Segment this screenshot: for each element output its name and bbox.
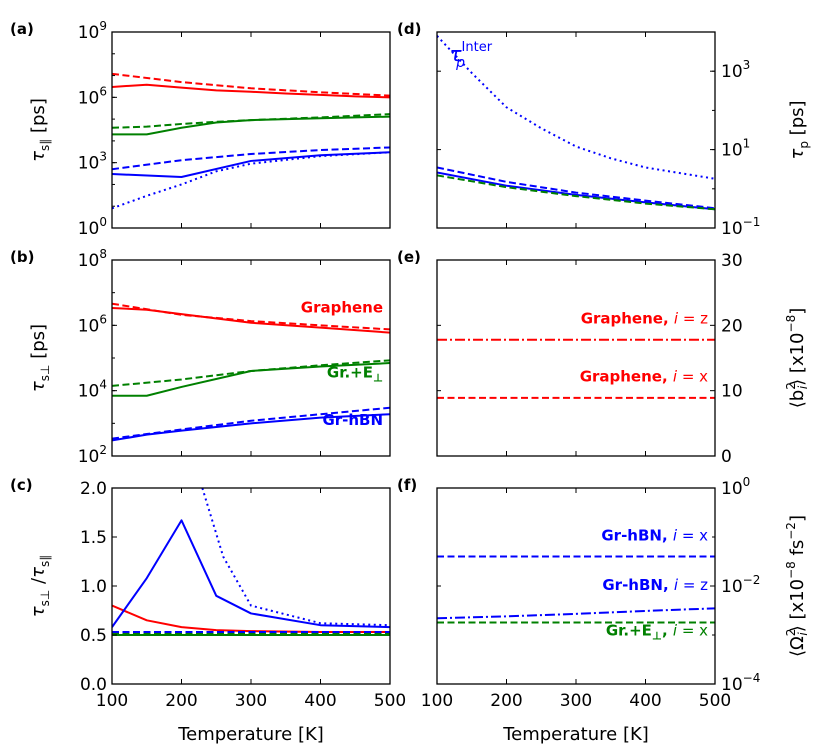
panel-label: (a) bbox=[10, 20, 34, 38]
annotation-label: Gr.+E⊥, i = x bbox=[606, 621, 708, 642]
series-line-red-solid bbox=[112, 83, 390, 99]
series-group bbox=[437, 338, 715, 399]
x-tick-label: 200 bbox=[490, 691, 522, 711]
panel-label: (b) bbox=[10, 248, 34, 266]
series-group bbox=[112, 302, 390, 442]
series-line-green-dashed bbox=[437, 174, 715, 211]
series-group bbox=[437, 555, 715, 624]
y-axis-label: τp [ps] bbox=[787, 100, 811, 159]
series-line-green-dashed bbox=[112, 113, 390, 129]
y-tick-label: 100 bbox=[721, 475, 750, 499]
series-line-blue-solid bbox=[112, 519, 390, 629]
y-tick-label: 1.5 bbox=[80, 528, 107, 548]
x-axis-label-right: Temperature [K] bbox=[502, 724, 649, 745]
y-tick-label: 10−2 bbox=[721, 573, 760, 597]
y-axis-label: ⟨b2i⟩ [x10−8] bbox=[784, 308, 810, 409]
series-group bbox=[437, 35, 715, 211]
series-line-blue-solid bbox=[112, 413, 390, 442]
annotation-label: Graphene, i = z bbox=[581, 309, 708, 327]
panel-b: 102 104 106 108 (b) τs⊥ [ps] Graphene Gr.+E⊥ Gr-… bbox=[10, 247, 391, 467]
y-tick-label: 101 bbox=[721, 137, 750, 161]
series-line-blue-solid bbox=[437, 171, 715, 211]
x-tick-label: 300 bbox=[560, 691, 592, 711]
axes-frame bbox=[436, 259, 716, 457]
y-tick-label: 2.0 bbox=[80, 479, 107, 499]
y-tick-label: 10 bbox=[721, 382, 743, 402]
series-line-red-dashed bbox=[112, 302, 390, 331]
series-line-blue-dashed bbox=[112, 146, 390, 171]
y-tick-label: 0.0 bbox=[80, 675, 107, 695]
y-tick-label: 106 bbox=[78, 312, 107, 336]
series-group bbox=[112, 72, 390, 210]
x-tick-label: 400 bbox=[629, 691, 661, 711]
x-tick-label: 400 bbox=[304, 691, 336, 711]
x-tick-label: 500 bbox=[699, 691, 731, 711]
x-tick-label: 100 bbox=[421, 691, 453, 711]
y-tick-label: 100 bbox=[78, 215, 107, 239]
y-tick-label: 20 bbox=[721, 316, 743, 336]
y-tick-label: 109 bbox=[78, 19, 107, 43]
annotation-label: Gr.+E⊥ bbox=[327, 364, 383, 385]
panel-d: 10−1 101 103 (d) τp [ps] τInter p bbox=[397, 20, 811, 239]
series-line-blue-dashdot bbox=[437, 607, 715, 620]
y-tick-label: 0 bbox=[721, 447, 732, 467]
x-tick-label: 300 bbox=[235, 691, 267, 711]
series-line-blue-dotted bbox=[437, 35, 715, 180]
series-line-blue-solid bbox=[112, 151, 390, 178]
x-tick-label: 500 bbox=[374, 691, 406, 711]
series-line-blue-dotted bbox=[201, 488, 390, 627]
series-line-blue-dashed bbox=[437, 166, 715, 210]
y-tick-label: 30 bbox=[721, 251, 743, 271]
annotation-label: Graphene, i = x bbox=[580, 368, 708, 386]
y-tick-label: 108 bbox=[78, 247, 107, 271]
panel-a: 100 103 106 109 (a) τs∥ [ps] bbox=[10, 19, 391, 239]
y-tick-label: 104 bbox=[78, 378, 107, 402]
y-axis-label: τs⊥ /τs∥ bbox=[28, 555, 52, 617]
annotation-label: Gr-hBN, i = z bbox=[602, 576, 708, 594]
axes-frame bbox=[111, 31, 391, 229]
panel-e: 0 10 20 30 (e) ⟨b2i⟩ [x10−8] Graphene, i = z Gr… bbox=[397, 248, 810, 467]
axes-frame bbox=[111, 487, 391, 685]
series-line-blue-dotted bbox=[112, 151, 390, 210]
series-line-green-solid bbox=[112, 115, 390, 136]
series-group bbox=[112, 488, 390, 636]
axes-frame bbox=[436, 31, 716, 229]
y-tick-label: 106 bbox=[78, 84, 107, 108]
panel-label: (c) bbox=[10, 476, 33, 494]
y-axis-label: τs⊥ [ps] bbox=[28, 324, 52, 392]
series-line-red-solid bbox=[112, 604, 390, 634]
y-tick-label: 10−1 bbox=[721, 215, 760, 239]
series-line-blue-dashed bbox=[112, 406, 390, 440]
annotation-label: τInter p bbox=[450, 40, 493, 71]
panel-label: (e) bbox=[397, 248, 421, 266]
x-tick-label: 200 bbox=[165, 691, 197, 711]
y-tick-label: 0.5 bbox=[80, 626, 107, 646]
series-line-red-dashed bbox=[112, 72, 390, 97]
y-tick-label: 10−4 bbox=[721, 671, 760, 695]
series-line-green-solid bbox=[112, 362, 390, 397]
y-tick-label: 103 bbox=[721, 58, 750, 82]
y-tick-label: 1.0 bbox=[80, 577, 107, 597]
annotation-label: Graphene bbox=[301, 298, 383, 316]
annotation-label: Gr-hBN, i = x bbox=[601, 526, 708, 544]
panel-c: 100 200 300 400 500 0.0 0.5 1.0 1.5 2.0 (c) τs⊥ /τs… bbox=[10, 476, 406, 711]
y-tick-label: 103 bbox=[78, 150, 107, 174]
annotation-label: Gr-hBN bbox=[322, 411, 383, 429]
x-axis-label-left: Temperature [K] bbox=[177, 724, 324, 745]
y-tick-label: 102 bbox=[78, 443, 107, 467]
panel-label: (f) bbox=[397, 476, 417, 494]
series-line-green-dashed bbox=[112, 359, 390, 387]
panel-label: (d) bbox=[397, 20, 421, 38]
y-axis-label: τs∥ [ps] bbox=[28, 98, 52, 162]
x-tick-label: 100 bbox=[96, 691, 128, 711]
y-axis-label: ⟨Ω2i⟩ [x10−8 fs−2] bbox=[784, 515, 810, 657]
